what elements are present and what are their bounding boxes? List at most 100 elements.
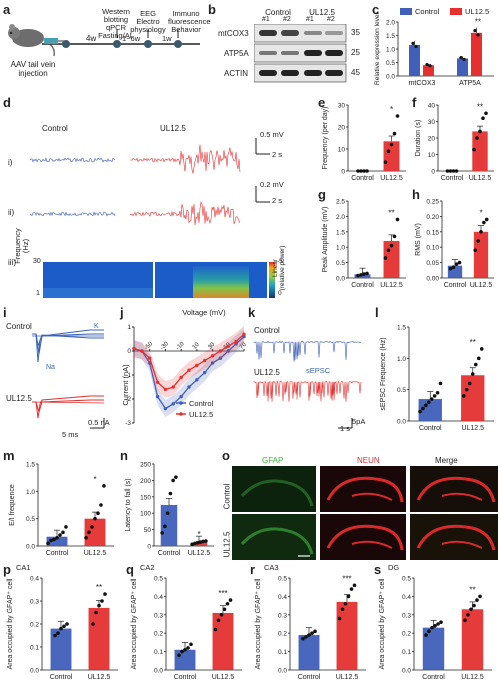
significance-marker: **: [470, 338, 476, 347]
y-axis-label: RMS (mV): [415, 223, 422, 256]
panel-label-p: p: [3, 562, 11, 577]
error-band-ul125: [134, 325, 244, 398]
data-point: [462, 57, 466, 61]
y-tick-label: 2.5: [336, 199, 345, 206]
y-tick-label: 0.0: [336, 276, 345, 283]
data-point: [421, 406, 425, 411]
y-tick-label: 0.1: [278, 649, 287, 656]
eeg-control-line-ii: [30, 211, 116, 217]
eeg-ul125-trace-i: [130, 144, 241, 174]
sepsc-ul125-line: [253, 380, 362, 402]
data-point: [484, 217, 489, 222]
y-tick-label: 0.5: [336, 260, 345, 267]
panel-label-f: f: [412, 95, 417, 110]
y-tick-label: 0.0: [278, 668, 287, 675]
data-point: [93, 516, 97, 521]
data-point: [365, 169, 369, 173]
panel-label-i: i: [3, 305, 7, 320]
wait-1-6w: 1~6w: [122, 34, 141, 43]
bar-control: [160, 505, 178, 546]
significance-marker: *: [479, 208, 482, 217]
data-point: [425, 63, 429, 67]
data-point: [64, 525, 68, 529]
data-point: [49, 538, 53, 543]
y-tick-label: 0.25: [426, 199, 439, 206]
data-point: [148, 356, 152, 360]
significance-marker: **: [388, 208, 394, 217]
data-point: [234, 339, 238, 344]
colorbar-bottom: 0: [278, 290, 282, 297]
data-point: [313, 629, 317, 634]
sepsc-scale-i: 5pA: [352, 417, 366, 426]
eeg-control-trace-ii: [30, 211, 116, 217]
y-tick-label: 1.0: [26, 489, 35, 496]
if-row-control: Control: [222, 483, 232, 510]
immunofluorescence-images: [232, 466, 498, 560]
bar-ul125: [471, 32, 482, 76]
legend-swatch-control: [400, 8, 412, 15]
panel-label-k: k: [248, 305, 256, 320]
bar-ul125: [472, 131, 488, 171]
data-point: [132, 346, 136, 351]
panel-label-s: s: [374, 562, 382, 577]
data-point: [392, 131, 397, 136]
x-tick-label: UL12.5: [461, 425, 484, 432]
data-point: [392, 234, 397, 239]
data-point: [59, 626, 63, 631]
x-axis-label: Voltage (mV): [182, 308, 226, 317]
data-point: [189, 642, 193, 647]
x-tick-label: UL12.5: [461, 674, 484, 681]
data-point: [476, 33, 480, 37]
x-tick-label: 10: [192, 341, 201, 350]
data-point: [445, 169, 450, 173]
eeg-row-iii: iii): [8, 258, 16, 267]
if-col-neun: NEUN: [357, 456, 380, 465]
data-point: [201, 539, 205, 544]
data-point: [337, 616, 342, 621]
data-point: [484, 111, 488, 116]
if-row-ul125: UL12.5: [222, 531, 232, 558]
sepsc-control-line: [253, 340, 362, 362]
data-point: [386, 149, 391, 153]
data-point: [97, 603, 101, 608]
bar-ul125: [473, 231, 489, 278]
data-point: [180, 649, 184, 654]
colorbar-top: -5: [277, 258, 283, 265]
x-tick-label: 70: [239, 341, 248, 350]
eeg-ul125-line-ii: [129, 201, 241, 226]
blot-group-control: Control: [265, 8, 291, 17]
data-point: [174, 475, 178, 479]
data-point: [307, 633, 311, 637]
y-tick-label: 0.2: [154, 631, 163, 638]
data-point: [94, 610, 98, 615]
data-point: [414, 44, 418, 49]
y-tick-label: 0.05: [426, 260, 439, 267]
data-point: [226, 349, 230, 353]
y-tick-label: 0.4: [278, 594, 287, 601]
data-point: [475, 136, 479, 140]
data-point: [163, 387, 168, 392]
y-tick-label: 0.4: [402, 594, 411, 601]
data-point: [362, 272, 366, 276]
y-axis-label: Area occupied by GFAP⁺ cell: [255, 578, 262, 669]
bar-control: [50, 628, 72, 670]
x-tick-label: UL12.5: [212, 674, 235, 681]
data-point: [451, 265, 456, 270]
x-tick-label: Control: [50, 674, 73, 681]
x-tick-label: -10: [175, 341, 186, 352]
if-image-merge-ul125: [410, 514, 498, 560]
y-tick-label: 0.5: [154, 576, 163, 583]
data-point: [359, 169, 363, 173]
sepsc-marker-label: sEPSC: [306, 366, 331, 375]
data-point: [469, 607, 473, 612]
data-point: [96, 511, 100, 515]
data-point: [61, 530, 65, 535]
data-point: [356, 273, 360, 278]
step-eeg: EEG Electro physiology: [130, 9, 166, 34]
data-point: [90, 525, 94, 529]
data-point: [168, 491, 173, 496]
data-point: [475, 598, 479, 602]
chart-q-ca2: 0.0 0.1 0.2 0.3 0.4 0.5 Area occupied by GFAP⁺…: [131, 563, 242, 681]
ephys-scale-i: 0.5 nA: [88, 418, 110, 427]
eeg-ul125-line-i: [130, 144, 241, 174]
